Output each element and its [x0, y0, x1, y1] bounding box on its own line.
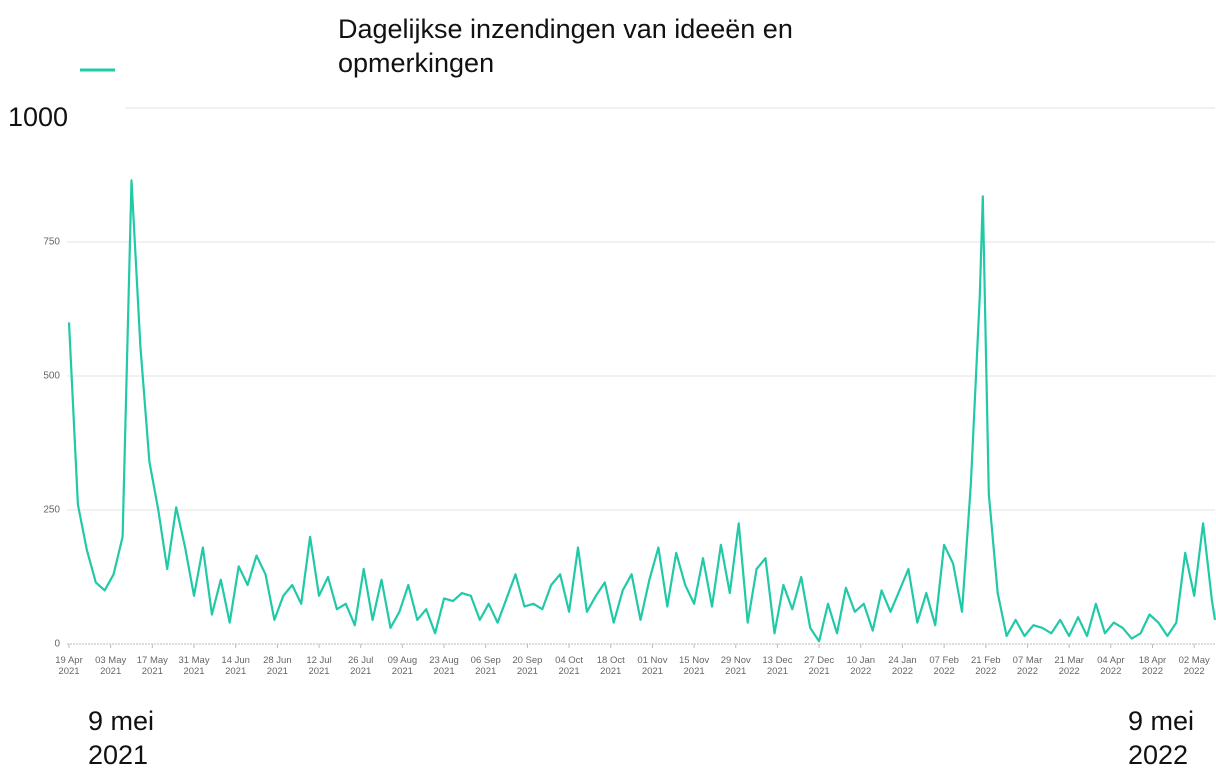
data-line	[67, 179, 1216, 643]
x-tick-label: 03 May 2021	[95, 655, 127, 677]
x-tick-label: 17 May 2021	[136, 655, 168, 677]
x-tick-label: 07 Feb 2022	[929, 655, 959, 677]
x-tick-label: 07 Mar 2022	[1012, 655, 1043, 677]
x-tick-label: 15 Nov 2021	[679, 655, 710, 677]
x-tick-label: 19 Apr 2021	[55, 655, 83, 677]
x-tick-label: 29 Nov 2021	[720, 655, 751, 677]
x-tick-label: 27 Dec 2021	[804, 655, 835, 677]
x-tick-label: 21 Mar 2022	[1054, 655, 1084, 677]
x-tick-label: 04 Oct 2021	[555, 655, 584, 677]
x-tick-label: 26 Jul 2021	[348, 655, 374, 677]
legend-label: Dagelijkse inzendingen van ideeën en opm…	[338, 14, 793, 78]
x-tick-label: 14 Jun 2021	[221, 655, 250, 677]
y-tick-label: 0	[54, 639, 60, 650]
x-tick-label: 01 Nov 2021	[637, 655, 668, 677]
x-tick-label: 12 Jul 2021	[306, 655, 332, 677]
x-tick-label: 02 May 2022	[1178, 655, 1210, 677]
x-tick-label: 20 Sep 2021	[512, 655, 543, 677]
x-tick-label: 04 Apr 2022	[1097, 655, 1125, 677]
x-tick-label: 23 Aug 2021	[429, 655, 459, 677]
x-tick-label: 31 May 2021	[178, 655, 210, 677]
x-tick-label: 13 Dec 2021	[762, 655, 793, 677]
annotation: 9 mei 2022	[1128, 706, 1195, 770]
y-tick-label: 750	[43, 237, 60, 248]
x-tick-label: 24 Jan 2022	[888, 655, 917, 677]
x-tick-label: 09 Aug 2021	[387, 655, 418, 677]
x-tick-label: 10 Jan 2022	[846, 655, 876, 677]
y-tick-label: 500	[43, 371, 60, 382]
y-tick-label: 250	[43, 505, 60, 516]
y-tick-label: 1000	[8, 102, 69, 132]
x-tick-label: 18 Apr 2022	[1138, 655, 1167, 677]
x-tick-label: 18 Oct 2021	[596, 655, 625, 677]
x-tick-label: 06 Sep 2021	[470, 655, 501, 677]
annotation: 9 mei 2021	[88, 706, 155, 770]
x-tick-label: 28 Jun 2021	[263, 655, 292, 677]
x-tick-label: 21 Feb 2022	[971, 655, 1001, 677]
